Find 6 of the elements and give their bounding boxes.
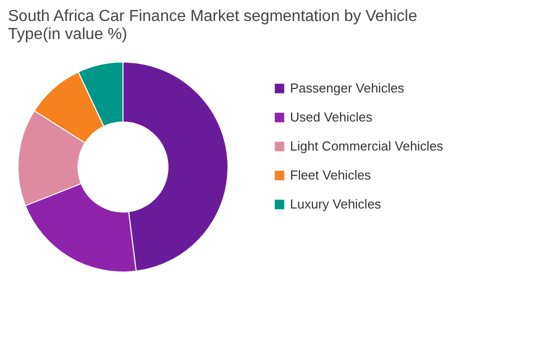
legend-label: Fleet Vehicles — [290, 168, 372, 182]
legend-label: Passenger Vehicles — [290, 80, 405, 96]
chart-title: South Africa Car Finance Market segmentation by Vehicle Type(in value %) — [8, 8, 418, 43]
legend-label: Light Commercial Vehicles — [290, 138, 444, 154]
legend-label: Used Vehicles — [290, 110, 373, 124]
legend-label: Luxury Vehicles — [290, 196, 382, 212]
